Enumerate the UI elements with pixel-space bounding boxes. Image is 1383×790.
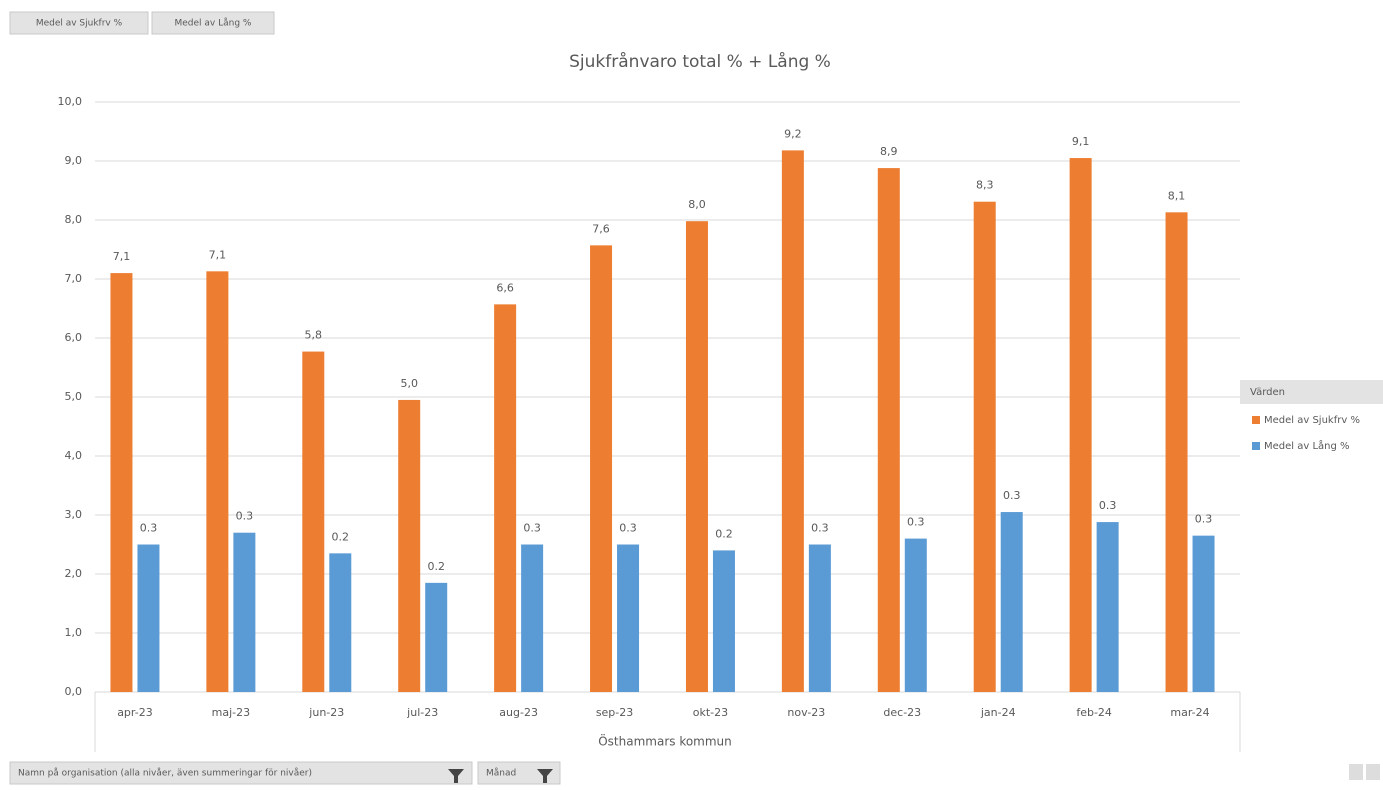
x-tick-label: sep-23: [596, 706, 633, 719]
bar: [904, 538, 927, 692]
y-tick-label: 9,0: [65, 154, 83, 167]
x-tick-label: jan-24: [980, 706, 1016, 719]
x-tick-label: okt-23: [693, 706, 728, 719]
bar: [1000, 512, 1023, 692]
bar: [617, 544, 640, 692]
y-tick-label: 7,0: [65, 272, 83, 285]
bar: [329, 553, 352, 692]
data-label: 7,1: [113, 250, 131, 263]
bar: [973, 201, 996, 692]
bar: [494, 304, 517, 692]
data-label: 0.3: [1099, 499, 1117, 512]
legend-swatch: [1252, 416, 1260, 424]
x-tick-label: jul-23: [406, 706, 438, 719]
data-label: 7,1: [209, 248, 227, 261]
bar: [877, 168, 900, 692]
filter-icon: [448, 769, 464, 783]
filter-label: Månad: [486, 768, 516, 779]
data-label: 5,0: [400, 377, 418, 390]
data-label: 0.3: [236, 510, 254, 523]
field-button[interactable]: [151, 11, 275, 35]
x-tick-label: dec-23: [883, 706, 921, 719]
x-tick-label: jun-23: [308, 706, 344, 719]
bar: [206, 271, 229, 692]
y-tick-label: 6,0: [65, 331, 83, 344]
filter-icon: [537, 769, 553, 783]
zoom-button[interactable]: [1366, 764, 1380, 780]
legend-header: [1240, 380, 1383, 404]
y-tick-label: 4,0: [65, 449, 83, 462]
data-label: 0.3: [523, 522, 541, 535]
field-button-label: Medel av Sjukfrv %: [36, 19, 123, 29]
data-label: 7,6: [592, 222, 610, 235]
x-tick-label: feb-24: [1076, 706, 1112, 719]
bar: [1192, 535, 1215, 692]
data-label: 6,6: [496, 281, 514, 294]
bar: [781, 150, 804, 692]
bar: [1069, 158, 1092, 693]
y-tick-label: 1,0: [65, 626, 83, 639]
bar: [521, 544, 544, 692]
bar: [302, 351, 325, 692]
bar: [110, 273, 133, 692]
data-label: 0.2: [715, 527, 733, 540]
bar: [398, 399, 421, 692]
bar: [712, 550, 735, 692]
data-label: 0.3: [907, 516, 925, 529]
bar: [1165, 212, 1188, 692]
x-tick-label: aug-23: [499, 706, 538, 719]
bar: [685, 221, 708, 692]
data-label: 5,8: [305, 329, 323, 342]
legend-label: Medel av Sjukfrv %: [1264, 415, 1360, 426]
x-tick-label: nov-23: [787, 706, 825, 719]
y-tick-label: 8,0: [65, 213, 83, 226]
data-label: 9,1: [1072, 135, 1090, 148]
data-label: 8,3: [976, 179, 994, 192]
field-button-label: Medel av Lång %: [175, 18, 252, 29]
data-label: 0.3: [619, 522, 637, 535]
data-label: 9,2: [784, 127, 802, 140]
x-tick-label: mar-24: [1170, 706, 1209, 719]
filter-label: Namn på organisation (alla nivåer, även …: [18, 768, 312, 779]
data-label: 0.3: [140, 522, 158, 535]
data-label: 0.3: [811, 522, 829, 535]
y-tick-label: 3,0: [65, 508, 83, 521]
x-tick-label: maj-23: [212, 706, 250, 719]
y-tick-label: 10,0: [58, 95, 83, 108]
data-label: 0.3: [1195, 513, 1213, 526]
legend-title: Värden: [1250, 387, 1285, 398]
x-axis-title: Östhammars kommun: [598, 733, 732, 749]
data-label: 0.2: [427, 560, 445, 573]
bar: [808, 544, 831, 692]
y-tick-label: 0,0: [65, 685, 83, 698]
legend-label: Medel av Lång %: [1264, 439, 1350, 452]
filter-button[interactable]: [477, 761, 561, 785]
x-tick-label: apr-23: [117, 706, 153, 719]
data-label: 8,1: [1168, 189, 1186, 202]
y-tick-label: 2,0: [65, 567, 83, 580]
y-tick-label: 5,0: [65, 390, 83, 403]
data-label: 0.2: [332, 530, 350, 543]
bar: [425, 582, 448, 692]
data-label: 8,9: [880, 145, 898, 158]
bar: [590, 245, 613, 692]
bar: [137, 544, 160, 692]
bar: [1096, 522, 1119, 692]
chart-title: Sjukfrånvaro total % + Lång %: [569, 51, 831, 72]
filter-button[interactable]: [9, 761, 473, 785]
zoom-button[interactable]: [1349, 764, 1363, 780]
data-label: 8,0: [688, 198, 706, 211]
bar: [233, 532, 256, 692]
field-button[interactable]: [9, 11, 149, 35]
data-label: 0.3: [1003, 489, 1021, 502]
legend-swatch: [1252, 442, 1260, 450]
